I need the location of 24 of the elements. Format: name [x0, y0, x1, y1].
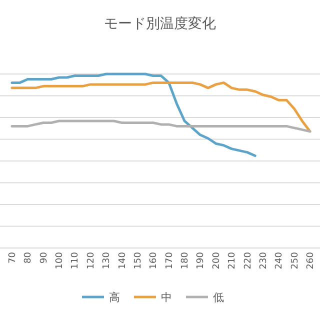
x-tick-label: 200 [212, 252, 222, 270]
x-tick-label: 100 [55, 252, 66, 270]
x-tick-label: 250 [290, 252, 300, 270]
x-tick-label: 160 [149, 252, 160, 270]
x-tick-label: 190 [196, 252, 206, 270]
x-tick-label: 240 [274, 252, 285, 270]
x-tick-label: 220 [243, 252, 254, 270]
x-tick-label: 170 [164, 252, 175, 270]
x-tick-label: 130 [102, 252, 112, 270]
x-tick-label: 140 [118, 252, 128, 270]
x-tick-label: 90 [39, 252, 50, 264]
legend-label: 高 [109, 291, 120, 304]
x-tick-label: 210 [228, 252, 238, 270]
x-tick-label: 150 [133, 252, 144, 270]
x-tick-label: 230 [258, 252, 269, 270]
chart-title: モード別温度変化 [104, 16, 216, 32]
x-tick-label: 70 [8, 252, 18, 264]
x-tick-label: 180 [180, 252, 191, 270]
x-tick-label: 110 [70, 252, 81, 270]
x-tick-label: 120 [86, 252, 96, 270]
x-tick-label: 260 [306, 252, 316, 270]
legend-label: 低 [213, 291, 224, 304]
legend-label: 中 [161, 291, 172, 304]
x-tick-label: 80 [24, 252, 34, 264]
